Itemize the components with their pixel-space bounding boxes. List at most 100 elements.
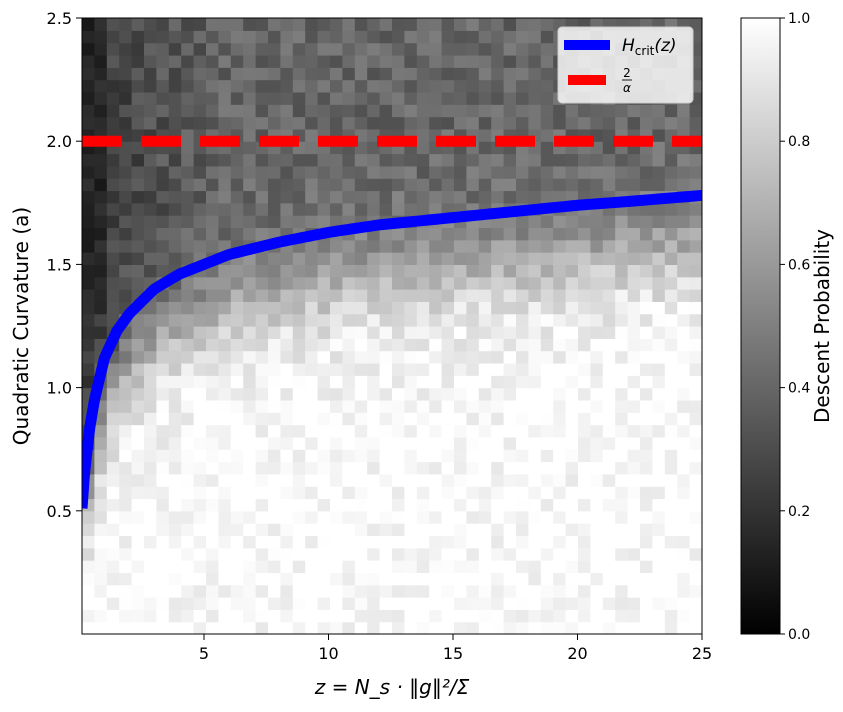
- heatmap-cell: [330, 609, 343, 623]
- heatmap-cell: [627, 572, 641, 586]
- heatmap-cell: [553, 412, 567, 426]
- heatmap-cell: [330, 313, 343, 327]
- heatmap-cell: [540, 30, 554, 44]
- heatmap-cell: [652, 215, 666, 229]
- heatmap-cell: [652, 375, 666, 389]
- heatmap-cell: [516, 387, 529, 401]
- heatmap-cell: [106, 276, 120, 290]
- heatmap-cell: [578, 399, 591, 413]
- heatmap-cell: [268, 597, 281, 610]
- heatmap-cell: [466, 547, 480, 561]
- heatmap-cell: [491, 18, 505, 31]
- heatmap-cell: [416, 227, 430, 241]
- heatmap-cell: [330, 42, 343, 56]
- heatmap-cell: [478, 424, 492, 438]
- heatmap-cell: [379, 510, 393, 524]
- heatmap-cell: [280, 461, 294, 475]
- heatmap-cell: [330, 560, 343, 573]
- heatmap-cell: [416, 547, 430, 561]
- heatmap-cell: [454, 178, 467, 192]
- heatmap-cell: [131, 202, 145, 216]
- heatmap-cell: [478, 547, 492, 561]
- heatmap-cell: [367, 301, 381, 315]
- heatmap-cell: [528, 91, 542, 105]
- heatmap-cell: [82, 178, 95, 192]
- heatmap-cell: [553, 289, 567, 302]
- heatmap-cell: [578, 239, 591, 253]
- heatmap-cell: [491, 412, 505, 426]
- heatmap-cell: [677, 560, 691, 573]
- heatmap-cell: [590, 609, 604, 623]
- heatmap-cell: [230, 202, 244, 216]
- heatmap-cell: [640, 584, 653, 598]
- heatmap-cell: [342, 252, 356, 265]
- heatmap-cell: [491, 104, 505, 118]
- heatmap-cell: [305, 584, 319, 598]
- heatmap-cell: [82, 523, 95, 537]
- heatmap-cell: [144, 523, 157, 537]
- heatmap-cell: [193, 597, 207, 610]
- heatmap-cell: [652, 153, 666, 167]
- heatmap-cell: [268, 424, 281, 438]
- heatmap-cell: [540, 597, 554, 610]
- heatmap-cell: [94, 178, 108, 192]
- heatmap-cell: [119, 178, 133, 192]
- heatmap-cell: [392, 67, 405, 81]
- heatmap-cell: [206, 79, 219, 93]
- heatmap-cell: [565, 227, 579, 241]
- heatmap-cell: [553, 362, 567, 376]
- heatmap-cell: [243, 387, 257, 401]
- heatmap-cell: [206, 153, 219, 167]
- heatmap-cell: [379, 313, 393, 327]
- heatmap-cell: [82, 326, 95, 339]
- heatmap-cell: [429, 424, 443, 438]
- heatmap-cell: [565, 326, 579, 339]
- heatmap-cell: [602, 486, 616, 500]
- heatmap-cell: [156, 436, 170, 450]
- heatmap-cell: [268, 523, 281, 537]
- heatmap-cell: [689, 609, 702, 623]
- heatmap-cell: [503, 547, 517, 561]
- heatmap-cell: [553, 486, 567, 500]
- heatmap-cell: [503, 486, 517, 500]
- heatmap-cell: [689, 399, 702, 413]
- heatmap-cell: [168, 165, 182, 179]
- heatmap-cell: [379, 79, 393, 93]
- heatmap-cell: [392, 584, 405, 598]
- heatmap-cell: [478, 178, 492, 192]
- heatmap-cell: [540, 326, 554, 339]
- heatmap-cell: [181, 621, 195, 634]
- heatmap-cell: [379, 486, 393, 500]
- heatmap-cell: [578, 362, 591, 376]
- heatmap-cell: [416, 510, 430, 524]
- heatmap-cell: [218, 165, 232, 179]
- heatmap-cell: [280, 621, 294, 634]
- heatmap-cell: [354, 326, 368, 339]
- heatmap-cell: [392, 79, 405, 93]
- heatmap-cell: [280, 79, 294, 93]
- heatmap-cell: [392, 264, 405, 278]
- heatmap-cell: [466, 30, 480, 44]
- heatmap-cell: [404, 326, 418, 339]
- heatmap-cell: [404, 498, 418, 512]
- heatmap-cell: [342, 67, 356, 81]
- heatmap-cell: [503, 91, 517, 105]
- heatmap-cell: [528, 165, 542, 179]
- heatmap-cell: [429, 42, 443, 56]
- heatmap-cell: [106, 510, 120, 524]
- heatmap-cell: [131, 252, 145, 265]
- heatmap-cell: [627, 104, 641, 118]
- heatmap-cell: [106, 91, 120, 105]
- heatmap-cell: [243, 547, 257, 561]
- heatmap-cell: [503, 362, 517, 376]
- heatmap-cell: [640, 399, 653, 413]
- heatmap-cell: [466, 178, 480, 192]
- heatmap-cell: [454, 609, 467, 623]
- heatmap-cell: [106, 498, 120, 512]
- heatmap-cell: [131, 338, 145, 352]
- heatmap-cell: [615, 153, 629, 167]
- heatmap-cell: [578, 326, 591, 339]
- heatmap-cell: [255, 375, 269, 389]
- heatmap-cell: [317, 153, 331, 167]
- heatmap-cell: [590, 165, 604, 179]
